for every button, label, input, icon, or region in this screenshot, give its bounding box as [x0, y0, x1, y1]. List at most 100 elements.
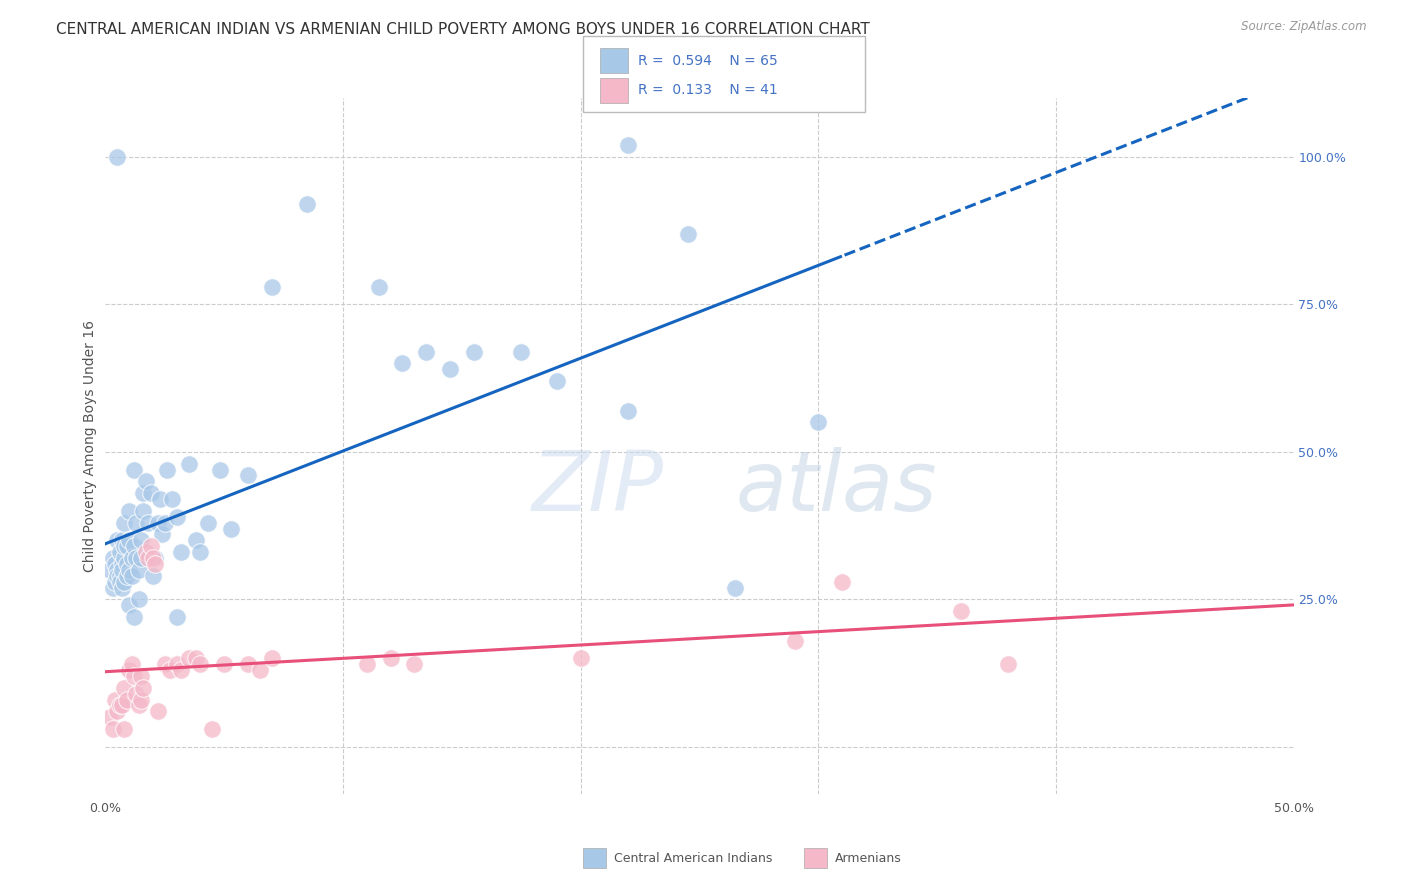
Point	[129, 551, 152, 566]
Point	[249, 663, 271, 677]
Point	[118, 504, 141, 518]
Point	[949, 604, 972, 618]
Point	[142, 551, 165, 566]
Point	[546, 374, 568, 388]
Point	[617, 138, 640, 153]
Point	[122, 610, 145, 624]
Point	[569, 651, 592, 665]
Point	[111, 581, 134, 595]
Point	[114, 722, 136, 736]
Point	[115, 568, 138, 582]
Point	[676, 227, 699, 241]
Point	[122, 669, 145, 683]
Point	[170, 545, 193, 559]
Y-axis label: Child Poverty Among Boys Under 16: Child Poverty Among Boys Under 16	[83, 320, 97, 572]
Point	[115, 692, 138, 706]
Point	[108, 545, 131, 559]
Point	[356, 657, 378, 672]
Point	[463, 344, 485, 359]
Point	[132, 486, 155, 500]
Point	[166, 610, 188, 624]
Point	[128, 592, 150, 607]
Point	[146, 704, 169, 718]
Point	[177, 651, 200, 665]
Point	[297, 197, 319, 211]
Point	[98, 710, 121, 724]
Point	[118, 563, 141, 577]
Point	[139, 539, 162, 553]
Point	[101, 581, 124, 595]
Point	[101, 722, 124, 736]
Point	[104, 557, 127, 571]
Point	[184, 651, 207, 665]
Point	[391, 356, 413, 370]
Point	[129, 692, 152, 706]
Point	[105, 568, 128, 582]
Point	[156, 462, 179, 476]
Text: Armenians: Armenians	[835, 852, 901, 864]
Point	[236, 468, 259, 483]
Text: Source: ZipAtlas.com: Source: ZipAtlas.com	[1241, 20, 1367, 33]
Point	[783, 633, 806, 648]
Point	[105, 704, 128, 718]
Point	[208, 462, 231, 476]
Point	[160, 491, 183, 506]
Point	[105, 533, 128, 548]
Point	[367, 280, 389, 294]
Point	[510, 344, 533, 359]
Point	[236, 657, 259, 672]
Point	[105, 150, 128, 164]
Point	[129, 533, 152, 548]
Point	[125, 551, 148, 566]
Point	[135, 545, 157, 559]
Point	[221, 522, 243, 536]
Point	[724, 581, 747, 595]
Point	[143, 557, 166, 571]
Point	[149, 491, 172, 506]
Point	[404, 657, 426, 672]
Point	[111, 698, 134, 713]
Point	[111, 533, 134, 548]
Point	[190, 657, 212, 672]
Point	[143, 551, 166, 566]
Point	[121, 551, 143, 566]
Point	[136, 551, 159, 566]
Point	[139, 486, 162, 500]
Point	[115, 539, 138, 553]
Point	[114, 539, 136, 553]
Point	[108, 698, 131, 713]
Point	[153, 516, 176, 530]
Point	[129, 669, 152, 683]
Point	[122, 539, 145, 553]
Point	[415, 344, 437, 359]
Point	[125, 687, 148, 701]
Point	[128, 563, 150, 577]
Point	[111, 557, 134, 571]
Text: CENTRAL AMERICAN INDIAN VS ARMENIAN CHILD POVERTY AMONG BOYS UNDER 16 CORRELATIO: CENTRAL AMERICAN INDIAN VS ARMENIAN CHIL…	[56, 22, 870, 37]
Point	[121, 657, 143, 672]
Point	[997, 657, 1019, 672]
Point	[118, 663, 141, 677]
Point	[177, 457, 200, 471]
Point	[125, 516, 148, 530]
Point	[136, 516, 159, 530]
Point	[104, 574, 127, 589]
Point	[108, 574, 131, 589]
Point	[121, 568, 143, 582]
Point	[184, 533, 207, 548]
Point	[115, 557, 138, 571]
Point	[135, 475, 157, 489]
Point	[617, 403, 640, 417]
Point	[190, 545, 212, 559]
Point	[152, 527, 174, 541]
Text: Central American Indians: Central American Indians	[614, 852, 773, 864]
Point	[201, 722, 224, 736]
Point	[153, 657, 176, 672]
Point	[146, 516, 169, 530]
Point	[98, 563, 121, 577]
Point	[114, 574, 136, 589]
Point	[111, 563, 134, 577]
Point	[142, 568, 165, 582]
Point	[439, 362, 461, 376]
Point	[101, 551, 124, 566]
